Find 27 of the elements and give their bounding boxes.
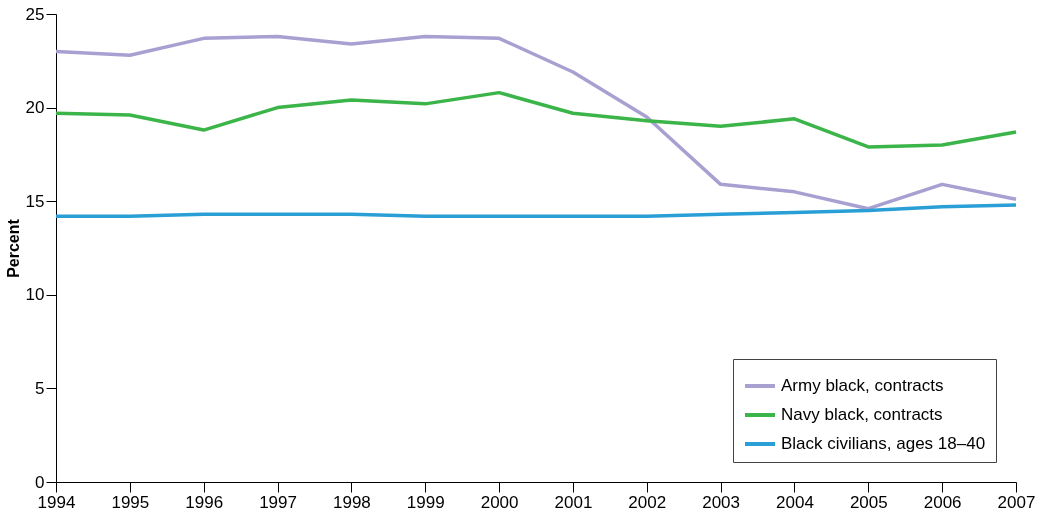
x-tick-label: 2002 xyxy=(628,492,667,512)
legend-label: Black civilians, ages 18–40 xyxy=(781,434,986,453)
x-tick-label: 2007 xyxy=(997,492,1036,512)
x-tick-label: 2006 xyxy=(923,492,962,512)
y-tick-label: 25 xyxy=(25,4,45,24)
x-tick-label: 2001 xyxy=(554,492,593,512)
x-tick-label: 1997 xyxy=(259,492,297,512)
y-axis-title: Percent xyxy=(4,218,22,278)
line-series xyxy=(54,90,1018,149)
x-tick-label: 2004 xyxy=(776,492,814,512)
x-tick-label: 1998 xyxy=(332,492,371,512)
y-tick-label: 15 xyxy=(25,191,45,211)
line-series xyxy=(54,203,1018,218)
line-series xyxy=(54,34,1018,211)
x-tick-label: 2000 xyxy=(480,492,519,512)
x-tick-label: 2003 xyxy=(702,492,741,512)
x-tick-label: 1994 xyxy=(37,492,76,512)
x-tick-label: 2005 xyxy=(849,492,888,512)
y-tick-label: 5 xyxy=(35,378,45,398)
y-tick-label: 10 xyxy=(25,285,45,305)
legend-label: Army black, contracts xyxy=(781,376,944,395)
legend-label: Navy black, contracts xyxy=(781,405,943,424)
x-tick-label: 1995 xyxy=(111,492,150,512)
x-tick-label: 1999 xyxy=(406,492,445,512)
y-tick-label: 20 xyxy=(25,98,45,118)
y-tick-label: 0 xyxy=(35,472,45,492)
x-tick-label: 1996 xyxy=(185,492,224,512)
